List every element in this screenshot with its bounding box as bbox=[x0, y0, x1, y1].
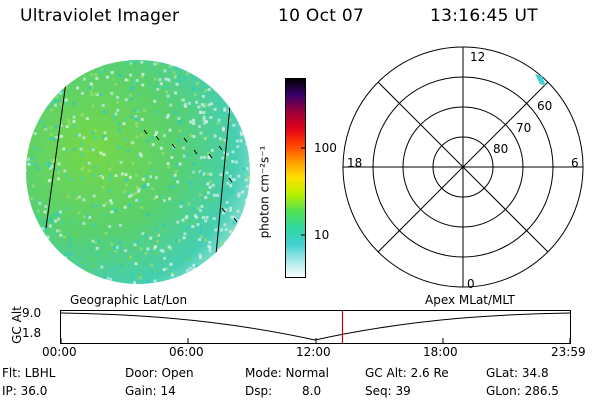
time-label: 13:16:45 UT bbox=[430, 6, 538, 26]
status-dsp-label: Dsp: bbox=[245, 384, 273, 398]
lat-label-80: 80 bbox=[493, 142, 508, 156]
date-label: 10 Oct 07 bbox=[278, 6, 365, 26]
polar-grid: 12 0 18 6 60 70 80 bbox=[342, 46, 584, 291]
status-ip: IP: 36.0 bbox=[2, 384, 48, 398]
orbit-altitude-plot bbox=[60, 310, 571, 344]
apex-label: Apex MLat/MLT bbox=[425, 293, 515, 307]
status-seq: Seq: 39 bbox=[365, 384, 411, 398]
lat-label-70: 70 bbox=[516, 121, 531, 135]
auroral-image bbox=[26, 60, 250, 284]
mlt-label-0: 0 bbox=[467, 277, 475, 291]
x-tick-0000: 00:00 bbox=[42, 345, 77, 359]
aurora-patch bbox=[535, 74, 546, 86]
colorbar-unit-label: photon cm⁻²s⁻¹ bbox=[257, 145, 272, 239]
lat-label-60: 60 bbox=[537, 99, 552, 113]
x-tick-0600: 06:00 bbox=[169, 345, 204, 359]
status-flt: Flt: LBHL bbox=[2, 366, 56, 380]
mlt-label-12: 12 bbox=[470, 50, 485, 64]
x-tick-2359: 23:59 bbox=[551, 345, 586, 359]
geographic-label: Geographic Lat/Lon bbox=[70, 293, 188, 307]
status-glat: GLat: 34.8 bbox=[486, 366, 549, 380]
y-tick-low: 1.8 bbox=[22, 326, 42, 340]
status-mode: Mode: Normal bbox=[245, 366, 329, 380]
instrument-title: Ultraviolet Imager bbox=[20, 6, 180, 26]
status-gain: Gain: 14 bbox=[125, 384, 176, 398]
mlt-label-18: 18 bbox=[347, 156, 362, 170]
status-dsp-value: 8.0 bbox=[302, 384, 322, 398]
colorbar-tick-10: 10 bbox=[314, 228, 330, 242]
y-tick-high: 9.0 bbox=[22, 306, 42, 320]
mlt-label-6: 6 bbox=[571, 156, 579, 170]
status-glon: GLon: 286.5 bbox=[486, 384, 559, 398]
x-tick-1800: 18:00 bbox=[423, 345, 458, 359]
status-door: Door: Open bbox=[125, 366, 194, 380]
status-gc-alt: GC Alt: 2.6 Re bbox=[365, 366, 449, 380]
x-tick-1200: 12:00 bbox=[296, 345, 331, 359]
colorbar-tick-100: 100 bbox=[314, 141, 337, 155]
colorbar bbox=[285, 78, 306, 278]
